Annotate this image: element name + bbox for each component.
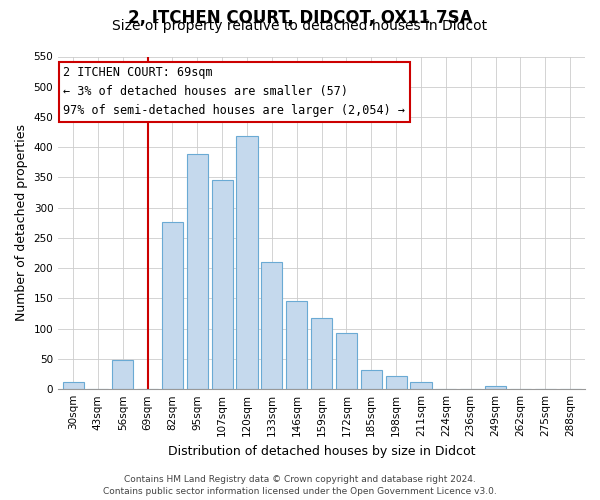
Bar xyxy=(62,382,83,389)
Bar xyxy=(311,318,332,389)
Text: Size of property relative to detached houses in Didcot: Size of property relative to detached ho… xyxy=(112,19,488,33)
Bar xyxy=(236,136,257,389)
X-axis label: Distribution of detached houses by size in Didcot: Distribution of detached houses by size … xyxy=(168,444,475,458)
Bar xyxy=(386,376,407,389)
Bar xyxy=(112,360,133,389)
Bar xyxy=(162,222,183,389)
Bar xyxy=(262,262,283,389)
Text: 2, ITCHEN COURT, DIDCOT, OX11 7SA: 2, ITCHEN COURT, DIDCOT, OX11 7SA xyxy=(128,9,472,27)
Bar xyxy=(187,154,208,389)
Text: 2 ITCHEN COURT: 69sqm
← 3% of detached houses are smaller (57)
97% of semi-detac: 2 ITCHEN COURT: 69sqm ← 3% of detached h… xyxy=(64,66,406,118)
Bar xyxy=(361,370,382,389)
Text: Contains HM Land Registry data © Crown copyright and database right 2024.
Contai: Contains HM Land Registry data © Crown c… xyxy=(103,474,497,496)
Bar xyxy=(336,333,357,389)
Y-axis label: Number of detached properties: Number of detached properties xyxy=(15,124,28,322)
Bar xyxy=(485,386,506,389)
Bar xyxy=(286,302,307,389)
Bar xyxy=(212,180,233,389)
Bar xyxy=(410,382,431,389)
